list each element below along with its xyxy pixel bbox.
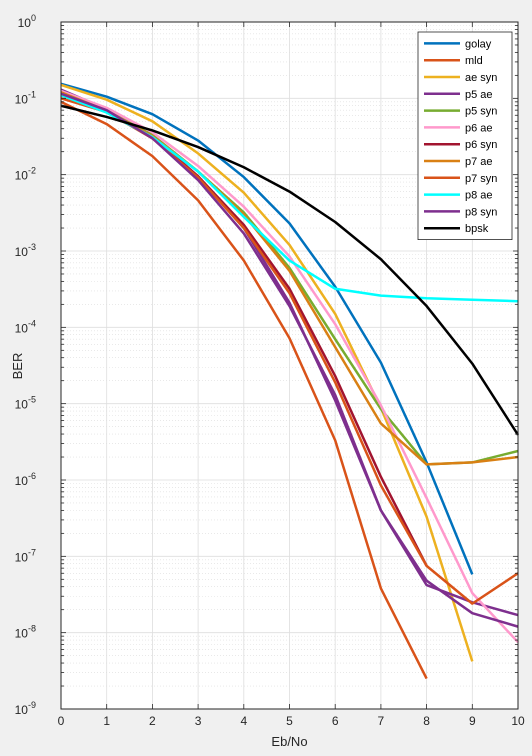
legend-entry-label: p5 syn [465,106,497,118]
x-tick-label: 0 [58,714,65,728]
series-line-p6-ae [60,89,519,644]
x-tick-label: 1 [103,714,110,728]
x-tick-label: 6 [332,714,339,728]
series-line-ae-syn [60,83,474,662]
series-line-bpsk [60,104,520,436]
x-tick-label: 10 [511,714,525,728]
y-tick-label: 10-3 [15,242,36,259]
legend: golay mld ae syn p5 ae p5 syn p6 ae p6 syn p7 a… [417,31,513,241]
x-tick-label: 9 [469,714,476,728]
y-tick-label: 10-9 [15,700,36,717]
y-tick-label: 10-8 [15,624,36,641]
legend-entry-label: p6 syn [465,139,497,151]
legend-entry-label: p6 ae [465,122,493,134]
x-tick-label: 4 [240,714,247,728]
series-line-p8-syn [60,92,519,628]
series-layer [60,82,520,680]
legend-entry-label: p5 ae [465,89,493,101]
y-tick-label: 10-2 [15,166,36,183]
y-axis-label: BER [10,353,25,380]
x-axis-label: Eb/No [271,734,307,749]
legend-entry-label: p7 ae [465,156,493,168]
legend-entry-label: p7 syn [465,173,497,185]
y-tick-label: 10-1 [15,89,36,106]
y-tick-label: 10-5 [15,395,36,412]
x-tick-label: 8 [423,714,430,728]
legend-entry-label: golay [465,38,492,50]
y-tick-label: 10-7 [15,547,36,564]
x-tick-label: 2 [149,714,156,728]
x-tick-label: 5 [286,714,293,728]
axis-ticks [60,21,519,710]
x-tick-labels: 0 1 2 3 4 5 6 7 8 9 10 [58,714,525,728]
y-tick-label: 10-6 [15,471,36,488]
legend-entry-label: ae syn [465,72,497,84]
series-line-golay [60,82,474,575]
legend-entry-label: p8 syn [465,206,497,218]
legend-entry-label: bpsk [465,223,489,235]
legend-entry-label: mld [465,55,483,67]
legend-entry-label: p8 ae [465,190,493,202]
x-tick-label: 7 [378,714,385,728]
legend-box [417,31,513,241]
y-tick-label: 100 [18,13,36,30]
series-line-mld [60,100,428,680]
x-tick-label: 3 [195,714,202,728]
y-tick-labels: 10-9 10-8 10-7 10-6 10-5 10-4 10-3 10-2 10-1 100 [15,13,36,717]
y-tick-label: 10-4 [15,318,36,335]
